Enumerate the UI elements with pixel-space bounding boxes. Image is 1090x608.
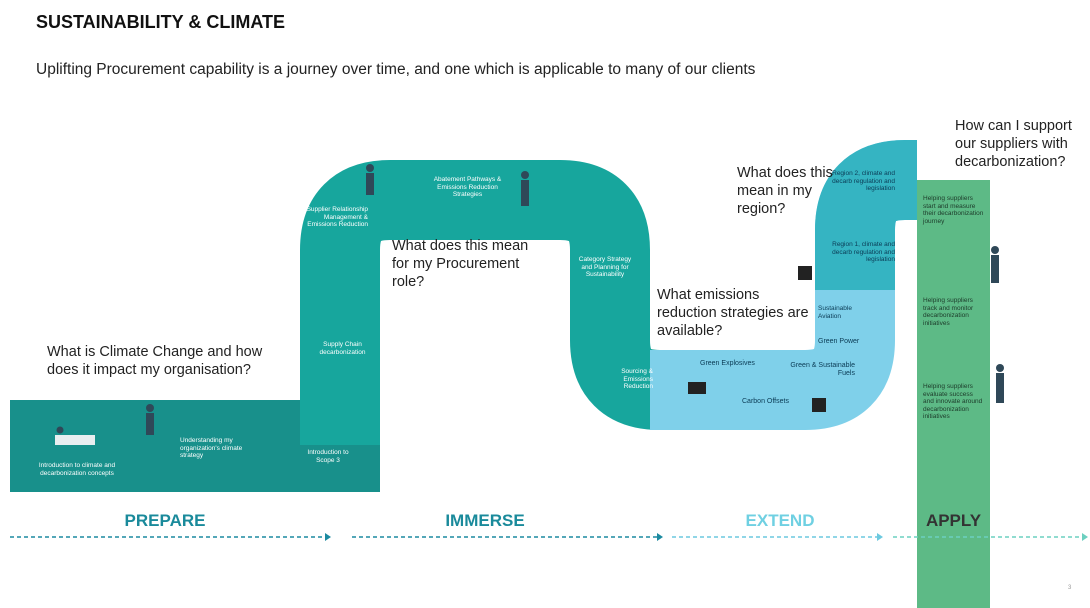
step: Supply Chain decarbonization [310, 341, 375, 356]
phase-label: APPLY [917, 511, 990, 531]
step: Sourcing & Emissions Reduction [598, 368, 653, 391]
step: Understanding my organization's climate … [180, 437, 265, 460]
step: Abatement Pathways & Emissions Reduction… [425, 176, 510, 199]
step: Supplier Relationship Management & Emiss… [300, 206, 368, 229]
step: Introduction to climate and decarbonizat… [22, 462, 132, 477]
page-number: 3 [1068, 585, 1071, 591]
step: Green & Sustainable Fuels [790, 362, 855, 377]
question: What does this mean for my Procurement r… [392, 237, 542, 291]
phase-label: EXTEND [720, 511, 840, 531]
title: SUSTAINABILITY & CLIMATE [36, 12, 285, 33]
extend-region-road [855, 180, 917, 290]
step: Introduction to Scope 3 [298, 449, 358, 464]
question: What is Climate Change and how does it i… [47, 343, 272, 379]
phase-label: IMMERSE [425, 511, 545, 531]
step: Carbon Offsets [742, 398, 802, 406]
step: Helping suppliers evaluate success and i… [923, 383, 985, 421]
step: Helping suppliers start and measure thei… [923, 195, 985, 225]
step: Category Strategy and Planning for Susta… [575, 256, 635, 279]
step: Green Explosives [700, 360, 775, 368]
subtitle: Uplifting Procurement capability is a jo… [36, 61, 755, 79]
step: Sustainable Aviation [818, 305, 873, 320]
step: Region 1, climate and decarb regulation … [815, 241, 895, 264]
step: Helping suppliers track and monitor deca… [923, 297, 985, 327]
step: Green Power [818, 338, 873, 346]
step: Region 2, climate and decarb regulation … [815, 170, 895, 193]
question: What emissions reduction strategies are … [657, 286, 812, 340]
phase-label: PREPARE [105, 511, 225, 531]
slide: SUSTAINABILITY & CLIMATE Uplifting Procu… [0, 0, 1090, 608]
question: How can I support our suppliers with dec… [955, 117, 1088, 171]
